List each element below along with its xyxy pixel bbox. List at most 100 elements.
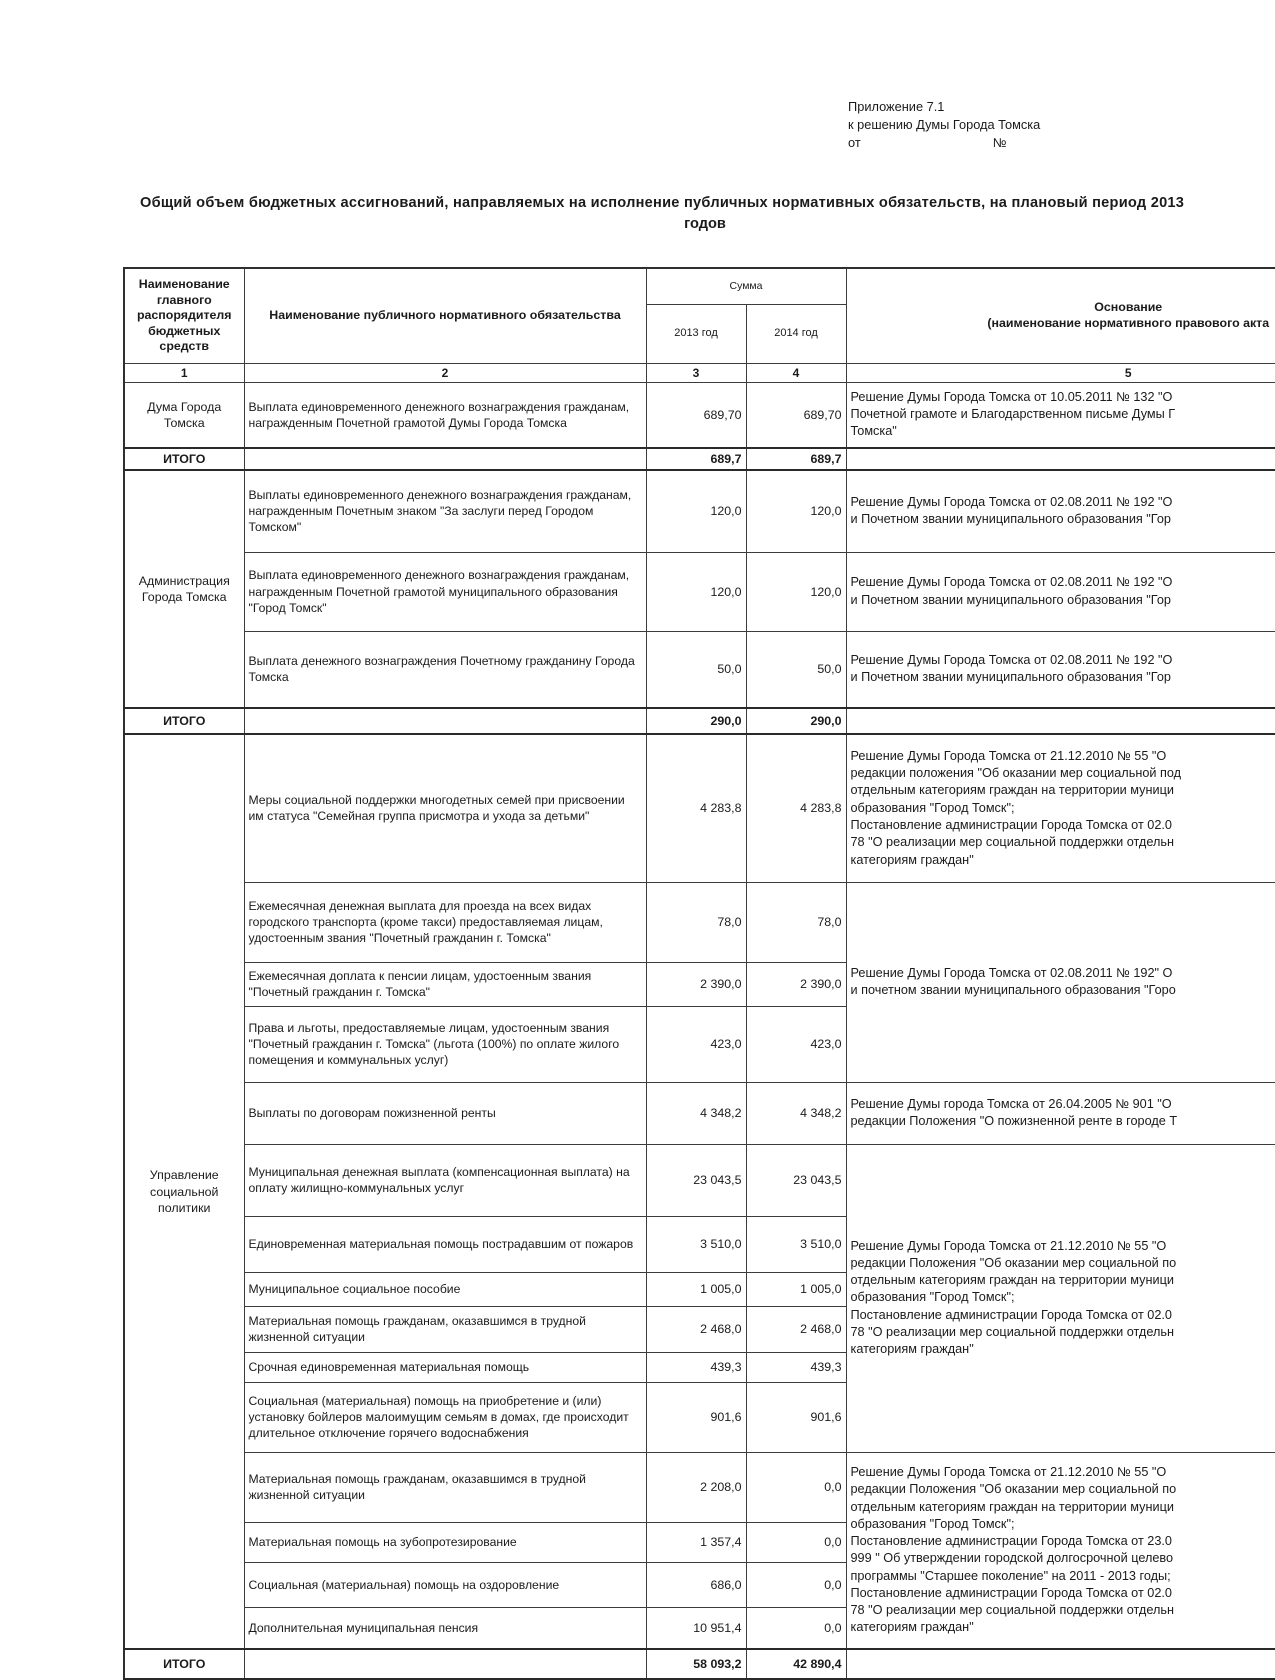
appendix-note-line3: от № xyxy=(848,134,1040,152)
obligation-cell: Социальная (материальная) помощь на оздо… xyxy=(243,1561,647,1608)
amount-2014-cell: 120,0 xyxy=(745,469,847,553)
amount-2013-cell: 439,3 xyxy=(645,1351,747,1383)
obligation-cell: Выплата единовременного денежного вознаг… xyxy=(243,381,647,449)
table-row: Социальная (материальная) помощь на прио… xyxy=(124,1381,1275,1453)
amount-2014-cell: 78,0 xyxy=(745,881,847,963)
amount-2013-cell: 4 348,2 xyxy=(645,1081,747,1145)
amount-2014-cell: 120,0 xyxy=(745,551,847,632)
col-number-1: 1 xyxy=(123,362,245,383)
table-row: Права и льготы, предоставляемые лицам, у… xyxy=(124,1005,1275,1083)
table-row: Администрация Города Томска Выплаты един… xyxy=(123,469,1275,709)
basis-cell: Решение Думы Города Томска от 02.08.2011… xyxy=(845,630,1275,709)
header-year-2013: 2013 год xyxy=(645,303,747,364)
obligation-cell: Срочная единовременная материальная помо… xyxy=(243,1351,647,1383)
subtotal-2013-cell: 290,0 xyxy=(645,707,747,736)
obligation-cell: Муниципальная денежная выплата (компенса… xyxy=(243,1143,647,1217)
obligation-cell: Материальная помощь гражданам, оказавшим… xyxy=(243,1451,647,1523)
empty-cell xyxy=(243,446,647,472)
amount-2013-cell: 50,0 xyxy=(645,630,747,709)
empty-cell xyxy=(845,446,1275,472)
obligation-cell: Материальная помощь на зубопротезировани… xyxy=(243,1521,647,1563)
amount-2013-cell: 423,0 xyxy=(645,1005,747,1083)
empty-cell xyxy=(243,1648,647,1680)
empty-cell xyxy=(845,707,1275,736)
obligation-cell: Единовременная материальная помощь постр… xyxy=(243,1215,647,1273)
subtotal-label: ИТОГО xyxy=(123,446,245,472)
amount-2013-cell: 2 468,0 xyxy=(645,1305,747,1353)
table-row: Материальная помощь на зубопротезировани… xyxy=(124,1521,1275,1563)
obligation-cell: Меры социальной поддержки многодетных се… xyxy=(243,733,647,883)
amount-2013-cell: 23 043,5 xyxy=(645,1143,747,1217)
table-row: Единовременная материальная помощь постр… xyxy=(124,1215,1275,1273)
obligation-cell: Выплаты по договорам пожизненной ренты xyxy=(243,1081,647,1145)
amount-2014-cell: 0,0 xyxy=(745,1606,847,1650)
obligation-cell: Выплата денежного вознаграждения Почетно… xyxy=(243,630,647,709)
table-header-years-row: 2013 год 2014 год xyxy=(124,303,1275,364)
subtotal-2014-cell: 689,7 xyxy=(745,446,847,472)
amount-2013-cell: 3 510,0 xyxy=(645,1215,747,1273)
amount-2014-cell: 2 390,0 xyxy=(745,961,847,1007)
table-row: Выплата денежного вознаграждения Почетно… xyxy=(124,630,1275,709)
obligation-cell: Дополнительная муниципальная пенсия xyxy=(243,1606,647,1650)
amount-2014-cell: 901,6 xyxy=(745,1381,847,1453)
note-number-label: № xyxy=(992,135,1007,150)
obligation-cell: Ежемесячная денежная выплата для проезда… xyxy=(243,881,647,963)
empty-cell xyxy=(845,1648,1275,1680)
table-row: Материальная помощь гражданам, оказавшим… xyxy=(124,1451,1275,1650)
amount-2014-cell: 4 348,2 xyxy=(745,1081,847,1145)
amount-2013-cell: 686,0 xyxy=(645,1561,747,1608)
obligation-cell: Права и льготы, предоставляемые лицам, у… xyxy=(243,1005,647,1083)
table-row: Выплата единовременного денежного вознаг… xyxy=(124,551,1275,632)
amount-2014-cell: 0,0 xyxy=(745,1561,847,1608)
table-row: Материальная помощь гражданам, оказавшим… xyxy=(124,1305,1275,1353)
amount-2013-cell: 120,0 xyxy=(645,551,747,632)
amount-2013-cell: 4 283,8 xyxy=(645,733,747,883)
budget-table: Наименование главного распорядителя бюдж… xyxy=(123,267,1275,1680)
subtotal-2014-cell: 290,0 xyxy=(745,707,847,736)
subtotal-row: ИТОГО 58 093,2 42 890,4 xyxy=(123,1648,1275,1680)
subtotal-row: ИТОГО 290,0 290,0 xyxy=(123,707,1275,736)
amount-2014-cell: 439,3 xyxy=(745,1351,847,1383)
col-number-5: 5 xyxy=(845,362,1275,383)
table-row: Ежемесячная денежная выплата для проезда… xyxy=(124,881,1275,1083)
table-row: Дума Города Томска Выплата единовременно… xyxy=(123,381,1275,449)
header-basis: Основание (наименование нормативного пра… xyxy=(845,267,1275,364)
basis-cell: Решение Думы Города Томска от 02.08.2011… xyxy=(845,551,1275,632)
subtotal-label: ИТОГО xyxy=(123,707,245,736)
obligation-cell: Выплата единовременного денежного вознаг… xyxy=(243,551,647,632)
basis-cell: Решение Думы Города Томска от 21.12.2010… xyxy=(845,1451,1275,1650)
amount-2014-cell: 1 005,0 xyxy=(745,1271,847,1307)
appendix-note-line1: Приложение 7.1 xyxy=(848,99,945,114)
appendix-note-line2: к решению Думы Города Томска xyxy=(848,117,1041,132)
amount-2014-cell: 50,0 xyxy=(745,630,847,709)
basis-cell: Решение Думы города Томска от 26.04.2005… xyxy=(845,1081,1275,1145)
table-row: Социальная (материальная) помощь на оздо… xyxy=(124,1561,1275,1608)
amount-2014-cell: 0,0 xyxy=(745,1451,847,1523)
amount-2013-cell: 1 005,0 xyxy=(645,1271,747,1307)
table-row: Муниципальное социальное пособие 1 005,0… xyxy=(124,1271,1275,1307)
basis-cell: Решение Думы Города Томска от 02.08.2011… xyxy=(845,881,1275,1083)
note-from-label: от xyxy=(848,135,861,150)
amount-2013-cell: 10 951,4 xyxy=(645,1606,747,1650)
amount-2013-cell: 78,0 xyxy=(645,881,747,963)
page-title-line2: годов xyxy=(684,216,726,232)
header-year-2014: 2014 год xyxy=(745,303,847,364)
subtotal-label: ИТОГО xyxy=(123,1648,245,1680)
amount-2014-cell: 2 468,0 xyxy=(745,1305,847,1353)
basis-cell: Решение Думы Города Томска от 21.12.2010… xyxy=(845,733,1275,883)
subtotal-2013-cell: 689,7 xyxy=(645,446,747,472)
col-number-2: 2 xyxy=(243,362,647,383)
subtotal-2014-cell: 42 890,4 xyxy=(745,1648,847,1680)
page-title: Общий объем бюджетных ассигнований, напр… xyxy=(140,195,1185,211)
amount-2013-cell: 2 390,0 xyxy=(645,961,747,1007)
obligation-cell: Социальная (материальная) помощь на прио… xyxy=(243,1381,647,1453)
amount-2014-cell: 423,0 xyxy=(745,1005,847,1083)
amount-2013-cell: 1 357,4 xyxy=(645,1521,747,1563)
table-header-row: Наименование главного распорядителя бюдж… xyxy=(123,267,1275,364)
subtotal-row: ИТОГО 689,7 689,7 xyxy=(123,446,1275,472)
obligation-cell: Ежемесячная доплата к пенсии лицам, удос… xyxy=(243,961,647,1007)
table-row: Ежемесячная доплата к пенсии лицам, удос… xyxy=(124,961,1275,1007)
obligation-cell: Муниципальное социальное пособие xyxy=(243,1271,647,1307)
empty-cell xyxy=(243,707,647,736)
